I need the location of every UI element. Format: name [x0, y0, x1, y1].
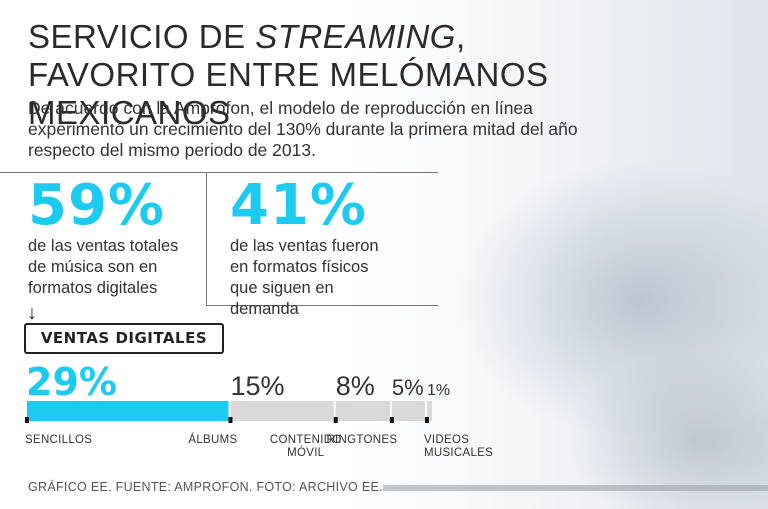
value-label-0: 29%	[26, 360, 117, 404]
digital-percentage: 59%	[28, 173, 166, 238]
category-label-4: MUSICALES	[424, 447, 493, 459]
value-label-1: 15%	[230, 371, 284, 401]
divider-bottom	[206, 305, 438, 306]
bar-marker-2	[333, 417, 338, 423]
bar-0	[27, 401, 229, 421]
bar-3	[391, 401, 425, 421]
footer-rule	[383, 485, 768, 491]
source-credit: GRÁFICO EE. FUENTE: AMPROFON. FOTO: ARCH…	[28, 480, 383, 494]
section-label: VENTAS DIGITALES	[24, 323, 224, 354]
physical-description: de las ventas fueron en formatos físicos…	[230, 237, 379, 318]
category-label-1: ÁLBUMS	[188, 433, 237, 446]
page-title: SERVICIO DE STREAMING, FAVORITO ENTRE ME…	[28, 18, 549, 131]
category-label-0: SENCILLOS	[25, 434, 92, 446]
bar-2	[335, 401, 390, 421]
bar-1	[230, 401, 334, 421]
down-arrow-icon: ↓	[27, 302, 37, 324]
intro-text: De acuerdo con la Amprofon, el modelo de…	[28, 98, 578, 160]
digital-description: de las ventas totales de música son en f…	[28, 237, 179, 297]
divider-vertical	[206, 172, 207, 305]
bar-4	[426, 401, 432, 421]
bar-marker-4	[424, 417, 429, 423]
divider-top	[0, 172, 438, 173]
value-label-2: 8%	[336, 371, 375, 401]
physical-percentage: 41%	[230, 173, 368, 238]
value-label-4: 1%	[427, 382, 450, 399]
category-label-4: VIDEOS	[424, 434, 469, 446]
category-label-3: RINGTONES	[326, 434, 397, 446]
bar-marker-0	[25, 417, 29, 423]
bar-marker-3	[389, 417, 394, 423]
category-label-2: CONTENIDO	[270, 434, 342, 446]
bar-marker-1	[228, 417, 233, 423]
category-label-2: MÓVIL	[287, 446, 325, 459]
value-label-3: 5%	[392, 375, 424, 400]
